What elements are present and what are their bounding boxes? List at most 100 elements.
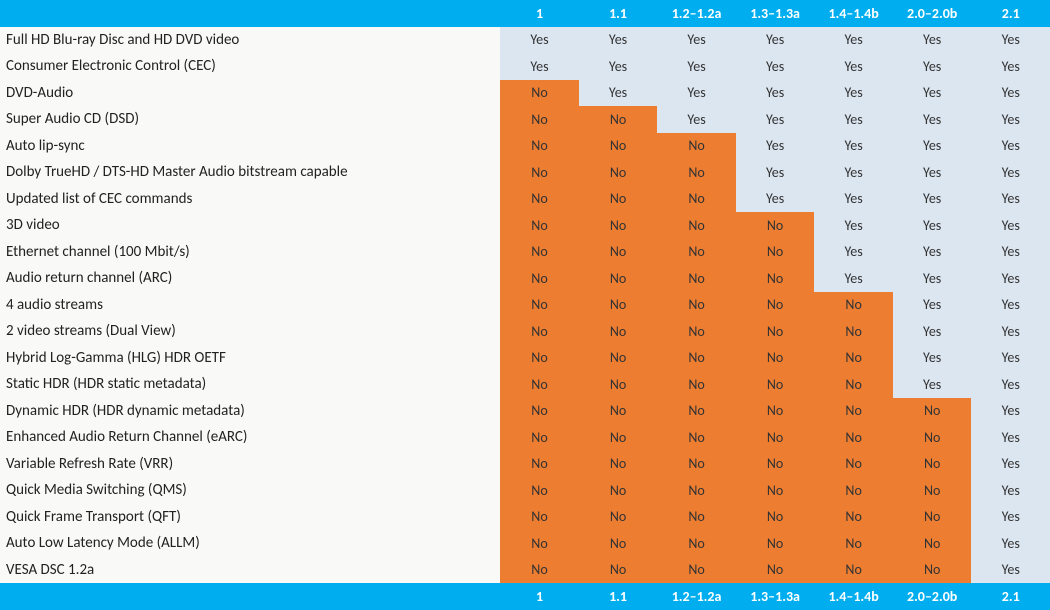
table-row: VESA DSC 1.2aNoNoNoNoNoNoYes [0, 557, 1050, 584]
no-cell: No [814, 371, 893, 398]
no-cell: No [814, 318, 893, 345]
no-cell: No [657, 530, 736, 557]
yes-cell: Yes [657, 53, 736, 80]
feature-label: Quick Media Switching (QMS) [0, 477, 500, 504]
no-cell: No [736, 530, 815, 557]
yes-cell: Yes [971, 212, 1050, 239]
yes-cell: Yes [657, 27, 736, 54]
yes-cell: Yes [971, 53, 1050, 80]
no-cell: No [893, 398, 972, 425]
yes-cell: Yes [971, 265, 1050, 292]
no-cell: No [657, 345, 736, 372]
yes-cell: Yes [893, 186, 972, 213]
no-cell: No [579, 345, 658, 372]
yes-cell: Yes [971, 371, 1050, 398]
no-cell: No [814, 530, 893, 557]
header-v21: 2.1 [971, 0, 1050, 27]
feature-label: Updated list of CEC commands [0, 186, 500, 213]
yes-cell: Yes [971, 451, 1050, 478]
yes-cell: Yes [893, 265, 972, 292]
no-cell: No [814, 451, 893, 478]
no-cell: No [500, 292, 579, 319]
yes-cell: Yes [971, 345, 1050, 372]
no-cell: No [657, 133, 736, 160]
yes-cell: Yes [971, 27, 1050, 54]
no-cell: No [657, 424, 736, 451]
no-cell: No [500, 398, 579, 425]
no-cell: No [579, 292, 658, 319]
header-v13: 1.3–1.3a [736, 0, 815, 27]
yes-cell: Yes [579, 80, 658, 107]
no-cell: No [657, 239, 736, 266]
yes-cell: Yes [736, 133, 815, 160]
no-cell: No [579, 398, 658, 425]
table-row: Super Audio CD (DSD)NoNoYesYesYesYesYes [0, 106, 1050, 133]
feature-label: Dynamic HDR (HDR dynamic metadata) [0, 398, 500, 425]
footer-v14: 1.4–1.4b [814, 583, 893, 610]
no-cell: No [579, 477, 658, 504]
no-cell: No [736, 371, 815, 398]
yes-cell: Yes [736, 80, 815, 107]
no-cell: No [657, 557, 736, 584]
no-cell: No [500, 159, 579, 186]
feature-label: Quick Frame Transport (QFT) [0, 504, 500, 531]
no-cell: No [500, 530, 579, 557]
table-row: Hybrid Log-Gamma (HLG) HDR OETFNoNoNoNoN… [0, 345, 1050, 372]
footer-blank [0, 583, 500, 610]
feature-label: 3D video [0, 212, 500, 239]
no-cell: No [893, 504, 972, 531]
table-row: Auto Low Latency Mode (ALLM)NoNoNoNoNoNo… [0, 530, 1050, 557]
header-v1: 1 [500, 0, 579, 27]
no-cell: No [814, 557, 893, 584]
table-row: DVD-AudioNoYesYesYesYesYesYes [0, 80, 1050, 107]
no-cell: No [657, 504, 736, 531]
feature-label: Auto lip-sync [0, 133, 500, 160]
footer-v20: 2.0–2.0b [893, 583, 972, 610]
feature-label: Variable Refresh Rate (VRR) [0, 451, 500, 478]
no-cell: No [579, 106, 658, 133]
no-cell: No [500, 318, 579, 345]
no-cell: No [657, 292, 736, 319]
table-row: Audio return channel (ARC)NoNoNoNoYesYes… [0, 265, 1050, 292]
no-cell: No [500, 345, 579, 372]
header-v20: 2.0–2.0b [893, 0, 972, 27]
no-cell: No [814, 424, 893, 451]
no-cell: No [657, 451, 736, 478]
table-row: Consumer Electronic Control (CEC)YesYesY… [0, 53, 1050, 80]
footer-v21: 2.1 [971, 583, 1050, 610]
no-cell: No [500, 239, 579, 266]
no-cell: No [500, 265, 579, 292]
no-cell: No [500, 106, 579, 133]
feature-label: Ethernet channel (100 Mbit/s) [0, 239, 500, 266]
no-cell: No [736, 345, 815, 372]
no-cell: No [893, 424, 972, 451]
table-row: Full HD Blu-ray Disc and HD DVD video Yes… [0, 27, 1050, 54]
table-row: Quick Media Switching (QMS)NoNoNoNoNoNoY… [0, 477, 1050, 504]
yes-cell: Yes [971, 80, 1050, 107]
table-row: Ethernet channel (100 Mbit/s)NoNoNoNoYes… [0, 239, 1050, 266]
yes-cell: Yes [893, 159, 972, 186]
yes-cell: Yes [736, 159, 815, 186]
footer-v11: 1.1 [579, 583, 658, 610]
yes-cell: Yes [814, 186, 893, 213]
yes-cell: Yes [893, 292, 972, 319]
no-cell: No [736, 424, 815, 451]
no-cell: No [893, 451, 972, 478]
feature-label: Full HD Blu-ray Disc and HD DVD video [0, 27, 500, 54]
yes-cell: Yes [971, 106, 1050, 133]
no-cell: No [579, 451, 658, 478]
feature-label: Super Audio CD (DSD) [0, 106, 500, 133]
yes-cell: Yes [500, 53, 579, 80]
table-row: 2 video streams (Dual View)NoNoNoNoNoYes… [0, 318, 1050, 345]
no-cell: No [814, 345, 893, 372]
no-cell: No [579, 212, 658, 239]
feature-label: 4 audio streams [0, 292, 500, 319]
yes-cell: Yes [971, 398, 1050, 425]
no-cell: No [657, 398, 736, 425]
yes-cell: Yes [893, 371, 972, 398]
table-header-row: 1 1.1 1.2–1.2a 1.3–1.3a 1.4–1.4b 2.0–2.0… [0, 0, 1050, 27]
no-cell: No [500, 371, 579, 398]
yes-cell: Yes [971, 292, 1050, 319]
yes-cell: Yes [814, 133, 893, 160]
no-cell: No [579, 318, 658, 345]
